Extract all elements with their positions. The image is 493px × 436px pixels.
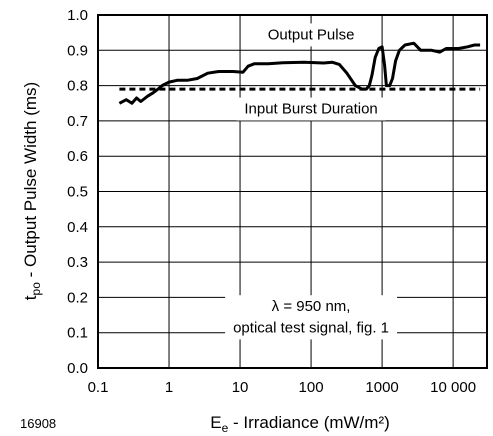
x-tick-labels: 0.1 1 10 100 1000 10 000 [88, 379, 476, 396]
y-tick-label: 0.0 [67, 360, 88, 377]
y-axis-title-base: t [21, 295, 40, 300]
y-axis-title-sub: po [29, 282, 43, 296]
y-tick-label: 0.4 [67, 219, 88, 236]
y-tick-label: 0.6 [67, 148, 88, 165]
annotation-background [259, 23, 363, 47]
annotation-background [225, 295, 398, 340]
y-axis-title-rest: - Output Pulse Width (ms) [21, 82, 40, 282]
y-tick-label: 0.5 [67, 184, 88, 201]
output-pulse-line [118, 41, 481, 105]
annotation-backgrounds [225, 23, 398, 340]
y-tick-labels: 0.0 0.1 0.2 0.3 0.4 0.5 0.6 0.7 0.8 0.9 1.0 [67, 7, 88, 377]
y-tick-label: 0.1 [67, 325, 88, 342]
y-tick-label: 0.2 [67, 289, 88, 306]
annotation-text: λ = 950 nm, [272, 298, 351, 315]
x-tick-label: 0.1 [88, 379, 109, 396]
y-tick-label: 1.0 [67, 7, 88, 24]
x-axis-title-base: E [210, 413, 221, 432]
y-tick-label: 0.9 [67, 42, 88, 59]
annotation-text: Input Burst Duration [244, 101, 377, 118]
x-tick-label: 100 [299, 379, 324, 396]
annotation-background [236, 97, 386, 121]
annotations: Output Pulse Input Burst Duration λ = 950 … [233, 26, 389, 336]
series-layer [118, 41, 481, 105]
x-tick-label: 10 [232, 379, 249, 396]
x-tick-label: 1 [165, 379, 173, 396]
x-tick-label: 1000 [365, 379, 398, 396]
y-tick-label: 0.8 [67, 78, 88, 95]
x-tick-label: 10 000 [430, 379, 476, 396]
x-axis-title: Ee - Irradiance (mW/m²) [210, 413, 390, 435]
y-axis-title: tpo - Output Pulse Width (ms) [21, 82, 43, 300]
annotation-text: Output Pulse [268, 26, 355, 43]
x-axis-title-rest: - Irradiance (mW/m²) [228, 413, 390, 432]
y-tick-label: 0.3 [67, 254, 88, 271]
x-axis-title-sub: e [222, 421, 229, 435]
figure-id: 16908 [20, 416, 56, 431]
plot-frame [97, 14, 488, 369]
annotation-text: optical test signal, fig. 1 [233, 319, 389, 336]
y-tick-label: 0.7 [67, 113, 88, 130]
